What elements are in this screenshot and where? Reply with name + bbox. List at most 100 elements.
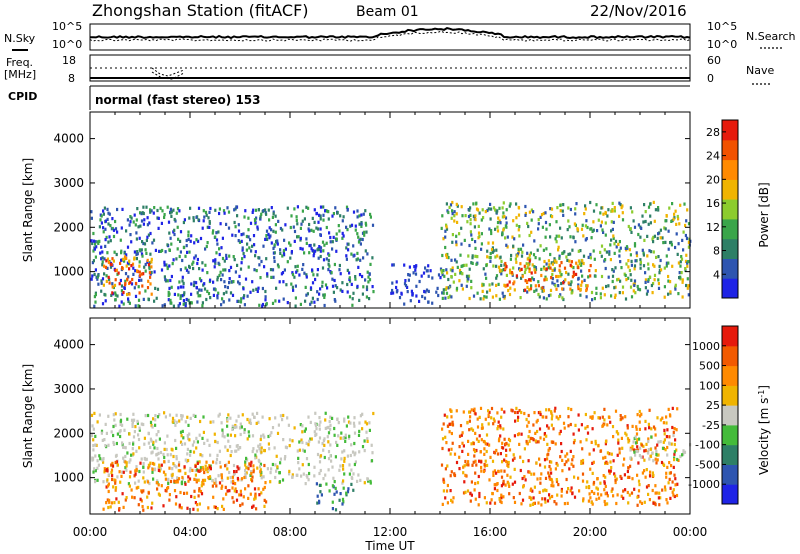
velocity-colorbar-segment — [722, 345, 738, 367]
power-echo-cell — [479, 297, 482, 301]
velocity-echo-cell — [187, 475, 190, 479]
power-echo-cell — [168, 248, 171, 252]
power-echo-cell — [564, 278, 567, 282]
power-echo-cell — [687, 260, 690, 264]
velocity-echo-cell — [584, 426, 587, 430]
power-echo-cell — [222, 268, 225, 272]
velocity-echo-cell — [156, 415, 160, 419]
power-echo-cell — [338, 229, 341, 233]
velocity-echo-cell — [634, 453, 637, 457]
power-echo-cell — [636, 284, 639, 289]
velocity-echo-cell — [589, 415, 592, 419]
velocity-echo-cell — [244, 472, 247, 476]
power-echo-cell — [644, 286, 647, 290]
velocity-echo-cell — [549, 467, 552, 471]
power-echo-cell — [354, 275, 357, 279]
velocity-echo-cell — [499, 452, 502, 456]
power-echo-cell — [125, 256, 128, 260]
velocity-echo-cell — [629, 456, 632, 460]
power-echo-cell — [559, 203, 562, 207]
power-echo-cell — [173, 232, 176, 237]
power-echo-cell — [216, 278, 219, 282]
velocity-echo-cell — [275, 469, 278, 473]
velocity-echo-cell — [144, 457, 147, 462]
velocity-echo-cell — [267, 434, 270, 439]
power-echo-cell — [249, 238, 252, 242]
power-echo-cell — [99, 218, 102, 222]
velocity-echo-cell — [215, 461, 218, 465]
power-echo-cell — [132, 266, 135, 270]
velocity-echo-cell — [155, 453, 158, 457]
velocity-echo-cell — [295, 473, 298, 477]
velocity-echo-cell — [640, 501, 644, 505]
velocity-echo-cell — [105, 501, 108, 505]
power-echo-cell — [513, 288, 516, 292]
power-echo-cell — [179, 250, 182, 254]
power-echo-cell — [474, 214, 477, 218]
velocity-echo-cell — [252, 504, 255, 508]
power-echo-cell — [358, 273, 362, 277]
power-echo-cell — [126, 277, 129, 281]
power-echo-cell — [233, 258, 236, 262]
power-echo-cell — [177, 304, 180, 308]
velocity-echo-cell — [201, 478, 205, 482]
velocity-echo-cell — [511, 482, 514, 486]
velocity-echo-cell — [194, 501, 197, 505]
power-echo-cell — [306, 292, 309, 296]
velocity-echo-cell — [137, 479, 140, 483]
power-echo-cell — [308, 222, 311, 227]
power-echo-cell — [323, 243, 326, 247]
power-echo-cell — [447, 295, 450, 300]
power-echo-cell — [686, 277, 689, 281]
velocity-echo-cell — [121, 441, 124, 445]
power-echo-cell — [255, 287, 258, 291]
power-echo-cell — [671, 202, 674, 206]
power-echo-cell — [367, 275, 370, 279]
power-echo-cell — [307, 227, 310, 231]
power-echo-cell — [570, 291, 573, 295]
power-echo-cell — [669, 280, 672, 284]
velocity-echo-cell — [658, 491, 661, 495]
power-echo-cell — [595, 291, 598, 295]
velocity-echo-cell — [323, 443, 326, 447]
velocity-echo-cell — [516, 410, 519, 415]
power-echo-cell — [494, 227, 497, 231]
velocity-echo-cell — [124, 460, 127, 464]
power-echo-cell — [530, 230, 533, 234]
velocity-echo-cell — [664, 488, 667, 492]
velocity-echo-cell — [472, 460, 475, 464]
velocity-echo-cell — [162, 452, 165, 457]
velocity-echo-cell — [151, 461, 155, 466]
power-echo-cell — [131, 277, 134, 282]
velocity-echo-cell — [344, 436, 347, 440]
power-echo-cell — [461, 287, 464, 291]
velocity-echo-cell — [473, 407, 476, 411]
velocity-echo-cell — [193, 489, 196, 493]
power-echo-cell — [127, 275, 130, 279]
power-echo-cell — [257, 286, 260, 290]
velocity-echo-cell — [347, 436, 351, 440]
velocity-echo-cell — [209, 420, 212, 424]
power-echo-cell — [240, 239, 243, 243]
power-echo-cell — [501, 206, 504, 210]
power-echo-cell — [220, 246, 223, 250]
power-echo-cell — [212, 229, 215, 233]
velocity-echo-cell — [188, 477, 192, 481]
velocity-echo-cell — [537, 411, 540, 415]
velocity-echo-cell — [107, 489, 110, 494]
velocity-colorbar-segment — [722, 365, 738, 386]
velocity-echo-cell — [633, 487, 636, 491]
power-echo-cell — [524, 213, 527, 217]
power-echo-cell — [651, 291, 654, 295]
velocity-echo-cell — [285, 446, 288, 450]
power-echo-cell — [534, 284, 537, 288]
power-echo-cell — [289, 225, 292, 230]
velocity-echo-cell — [667, 407, 670, 411]
velocity-echo-cell — [230, 450, 233, 454]
power-echo-cell — [197, 218, 200, 222]
power-echo-cell — [451, 233, 454, 237]
power-echo-cell — [322, 218, 325, 222]
power-echo-cell — [509, 202, 512, 206]
power-echo-cell — [103, 264, 106, 268]
velocity-echo-cell — [263, 504, 266, 508]
